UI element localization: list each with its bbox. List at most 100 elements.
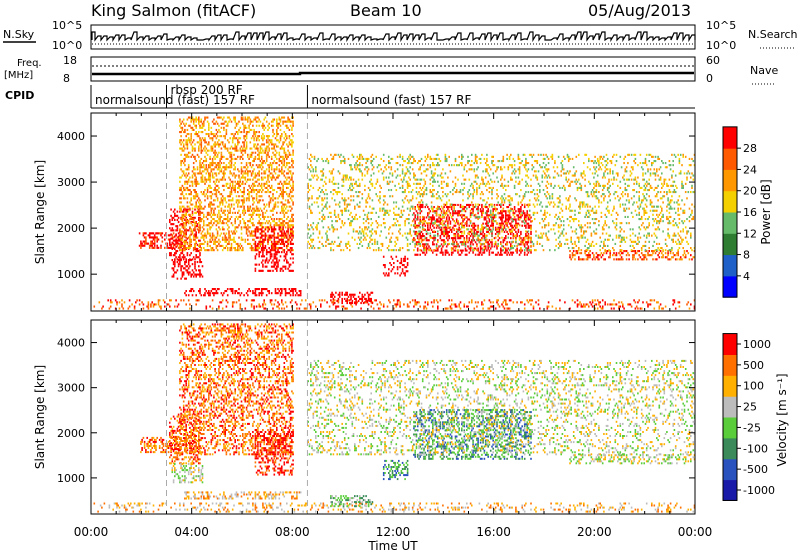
data-cell <box>257 201 259 204</box>
data-cell <box>215 155 218 158</box>
data-cell <box>270 265 273 268</box>
data-cell <box>525 235 527 238</box>
data-cell <box>180 249 182 252</box>
data-cell <box>252 211 254 214</box>
data-cell <box>184 218 186 221</box>
data-cell <box>258 195 260 198</box>
data-cell <box>250 222 253 225</box>
data-cell <box>342 176 345 179</box>
data-cell <box>265 253 268 256</box>
data-cell <box>459 214 462 217</box>
data-cell <box>591 301 594 304</box>
data-cell <box>312 222 315 225</box>
data-cell <box>192 218 195 221</box>
data-cell <box>645 301 648 304</box>
data-cell <box>394 272 396 275</box>
data-cell <box>332 157 335 160</box>
data-cell <box>214 141 216 144</box>
data-cell <box>291 178 293 181</box>
data-cell <box>351 299 354 302</box>
data-cell <box>481 247 483 250</box>
data-cell <box>464 210 467 213</box>
data-cell <box>237 242 239 245</box>
data-cell <box>268 236 270 239</box>
data-cell <box>440 251 443 254</box>
data-cell <box>210 249 213 252</box>
data-cell <box>187 124 190 127</box>
data-cell <box>647 252 649 255</box>
data-cell <box>331 295 333 298</box>
data-cell <box>603 258 605 261</box>
data-cell <box>231 290 234 293</box>
data-cell <box>259 120 262 123</box>
data-cell <box>195 211 197 214</box>
data-cell <box>278 240 281 243</box>
data-cell <box>477 247 479 250</box>
data-cell <box>492 210 494 213</box>
data-cell <box>523 212 526 215</box>
data-cell <box>245 199 248 202</box>
data-cell <box>262 160 264 163</box>
data-cell <box>184 261 186 264</box>
data-cell <box>194 149 196 152</box>
data-cell <box>507 220 510 223</box>
data-cell <box>481 303 483 306</box>
data-cell <box>181 273 184 276</box>
data-cell <box>433 210 435 213</box>
data-cell <box>502 239 505 242</box>
data-cell <box>238 209 240 212</box>
data-cell <box>211 176 214 179</box>
data-cell <box>332 230 335 233</box>
data-cell <box>229 147 231 150</box>
data-cell <box>351 302 354 305</box>
data-cell <box>213 135 215 138</box>
data-cell <box>516 301 518 304</box>
data-cell <box>365 205 367 208</box>
data-cell <box>243 149 245 152</box>
data-cell <box>262 222 264 225</box>
data-cell <box>239 155 242 158</box>
data-cell <box>503 299 506 302</box>
data-cell <box>196 195 199 198</box>
data-cell <box>278 118 281 121</box>
data-cell <box>228 234 230 237</box>
data-cell <box>240 116 243 119</box>
data-cell <box>634 258 637 261</box>
data-cell <box>644 254 647 257</box>
data-cell <box>244 211 247 214</box>
data-cell <box>322 168 325 171</box>
data-cell <box>471 233 473 236</box>
data-cell <box>352 293 355 296</box>
data-cell <box>649 254 652 257</box>
data-cell <box>273 247 276 250</box>
data-cell <box>489 305 492 308</box>
data-cell <box>679 258 682 261</box>
data-cell <box>267 184 269 187</box>
data-cell <box>192 228 195 231</box>
data-cell <box>450 237 453 240</box>
data-cell <box>357 157 360 160</box>
data-cell <box>291 288 293 291</box>
data-cell <box>286 292 288 295</box>
data-cell <box>180 269 182 272</box>
data-cell <box>439 208 442 211</box>
data-cell <box>200 145 203 148</box>
data-cell <box>658 307 661 310</box>
data-cell <box>279 294 282 297</box>
data-cell <box>484 216 487 219</box>
data-cell <box>273 189 276 192</box>
data-cell <box>366 301 369 304</box>
data-cell <box>676 252 678 255</box>
data-cell <box>231 137 234 140</box>
data-cell <box>249 147 252 150</box>
data-cell <box>479 247 482 250</box>
data-cell <box>467 203 469 206</box>
data-cell <box>423 251 425 254</box>
data-cell <box>234 226 236 229</box>
data-cell <box>458 245 460 248</box>
data-cell <box>255 305 258 308</box>
data-cell <box>430 222 433 225</box>
data-cell <box>223 166 225 169</box>
data-cell <box>239 126 242 129</box>
data-cell <box>224 135 226 138</box>
